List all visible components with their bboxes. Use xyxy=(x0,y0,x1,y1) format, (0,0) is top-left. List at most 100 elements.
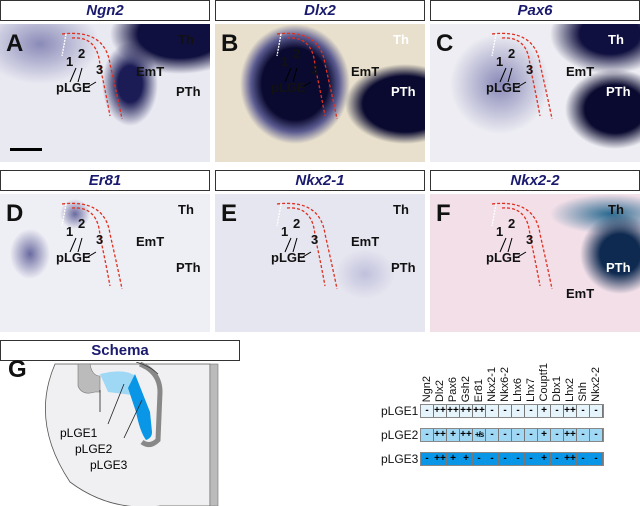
panel-title: Nkx2-2 xyxy=(430,170,640,191)
label-2: 2 xyxy=(293,216,301,231)
label-plge: pLGE xyxy=(56,250,91,265)
label-th: Th xyxy=(178,202,194,217)
table-cell: ++ xyxy=(460,429,473,441)
gene-header: Lhx7 xyxy=(525,378,537,402)
label-pth: PTh xyxy=(391,260,416,275)
label-th: Th xyxy=(393,202,409,217)
table-cell: - xyxy=(499,453,512,465)
gene-header: Shh xyxy=(577,382,589,402)
gene-header: Lhx2 xyxy=(564,378,576,402)
label-3: 3 xyxy=(311,62,319,77)
table-cell: - xyxy=(577,453,590,465)
micrograph-panel-b: B 1 2 3 pLGE EmT Th PTh xyxy=(215,24,425,162)
label-2: 2 xyxy=(78,46,86,61)
table-cell: - xyxy=(512,453,525,465)
plge-outline xyxy=(61,32,123,120)
panel-title: Dlx2 xyxy=(215,0,425,21)
gene-header: Dlx2 xyxy=(434,379,446,402)
table-cell: + xyxy=(538,405,551,417)
label-emt: EmT xyxy=(136,64,165,79)
table-cell: - xyxy=(551,453,564,465)
table-row: - ++ + ++ +/s - - - - + - ++ - - xyxy=(420,428,604,442)
table-cell: + xyxy=(460,453,473,465)
scale-bar xyxy=(10,148,42,151)
table-cell: - xyxy=(486,429,499,441)
gene-header: Dbx1 xyxy=(551,376,563,402)
label-2: 2 xyxy=(508,46,516,61)
panel-letter: D xyxy=(6,200,24,227)
label-th: Th xyxy=(393,32,409,47)
table-cell: - xyxy=(590,429,603,441)
label-1: 1 xyxy=(496,224,504,239)
gene-header: Nkx2-2 xyxy=(590,367,602,402)
panel-letter: C xyxy=(436,30,454,57)
label-emt: EmT xyxy=(351,64,380,79)
label-plge: pLGE xyxy=(486,250,521,265)
plge-outline xyxy=(61,202,123,290)
gene-header: Pax6 xyxy=(447,376,459,402)
table-cell: - xyxy=(577,429,590,441)
gene-header: Nkx2-1 xyxy=(486,367,498,402)
label-plge: pLGE xyxy=(486,80,521,95)
table-cell: + xyxy=(447,429,460,441)
gene-header: Nkx6-2 xyxy=(499,367,511,402)
plge-outline xyxy=(491,32,553,120)
table-cell: ++ xyxy=(564,453,577,465)
schema-diagram: G pLGE1 pLGE2 pLGE3 xyxy=(0,356,240,506)
gene-header: Gsh2 xyxy=(460,375,472,402)
label-emt: EmT xyxy=(351,234,380,249)
table-cell: - xyxy=(512,405,525,417)
label-emt: EmT xyxy=(566,286,595,301)
panel-title: Pax6 xyxy=(430,0,640,21)
gene-header: Er81 xyxy=(473,378,485,402)
label-2: 2 xyxy=(78,216,86,231)
schema-label-plge2: pLGE2 xyxy=(75,442,113,456)
table-cell: - xyxy=(486,453,499,465)
row-label: pLGE2 xyxy=(381,428,419,442)
table-cell: ++ xyxy=(434,429,447,441)
table-cell: - xyxy=(512,429,525,441)
table-cell: - xyxy=(551,429,564,441)
table-cell: ++ xyxy=(434,405,447,417)
schema-drawing xyxy=(45,362,219,506)
label-pth: PTh xyxy=(606,84,631,99)
label-1: 1 xyxy=(66,224,74,239)
schema-label-plge1: pLGE1 xyxy=(60,426,98,440)
schema-letter: G xyxy=(8,356,27,383)
table-cell: - xyxy=(577,405,590,417)
micrograph-panel-e: E 1 2 3 pLGE EmT Th PTh xyxy=(215,194,425,332)
label-2: 2 xyxy=(508,216,516,231)
panel-letter: E xyxy=(221,200,238,227)
table-cell: - xyxy=(525,405,538,417)
gene-header-row: Ngn2 Dlx2 Pax6 Gsh2 Er81 Nkx2-1 Nkx6-2 Lhx6 Lhx7… xyxy=(421,338,603,402)
row-label: pLGE3 xyxy=(381,452,419,466)
table-cell: ++ xyxy=(564,405,577,417)
table-cell: ++ xyxy=(473,405,486,417)
table-cell: - xyxy=(421,429,434,441)
table-cell: - xyxy=(421,453,434,465)
label-emt: EmT xyxy=(566,64,595,79)
label-plge: pLGE xyxy=(56,80,91,95)
label-th: Th xyxy=(178,32,194,47)
table-cell: ++ xyxy=(460,405,473,417)
plge-outline xyxy=(276,32,338,120)
table-row: - ++ ++ ++ ++ - - - - + - ++ - - xyxy=(420,404,604,418)
table-cell: - xyxy=(421,405,434,417)
table-cell: +/s xyxy=(473,429,486,441)
label-3: 3 xyxy=(96,232,104,247)
panel-title: Nkx2-1 xyxy=(215,170,425,191)
table-cell: ++ xyxy=(434,453,447,465)
label-th: Th xyxy=(608,202,624,217)
label-pth: PTh xyxy=(176,84,201,99)
table-cell: - xyxy=(499,405,512,417)
table-cell: + xyxy=(447,453,460,465)
panel-letter: F xyxy=(436,200,451,227)
table-cell: - xyxy=(590,405,603,417)
label-1: 1 xyxy=(281,54,289,69)
label-pth: PTh xyxy=(176,260,201,275)
table-cell: + xyxy=(538,429,551,441)
label-pth: PTh xyxy=(391,84,416,99)
label-1: 1 xyxy=(496,54,504,69)
label-plge: pLGE xyxy=(271,250,306,265)
